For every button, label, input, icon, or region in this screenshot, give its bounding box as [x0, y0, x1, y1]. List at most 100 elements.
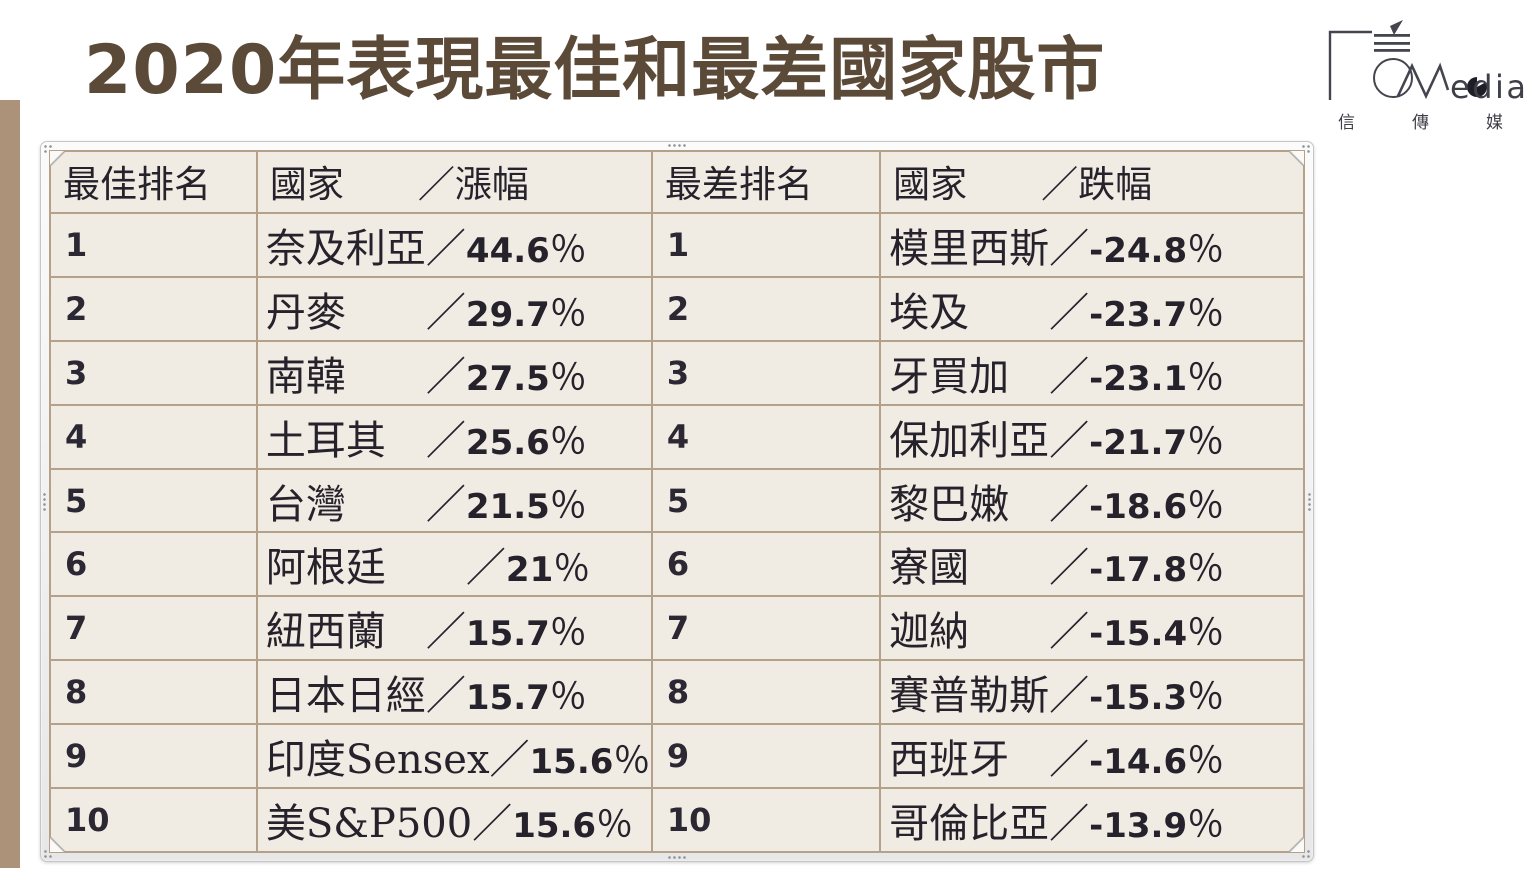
table-selection-frame[interactable]: 最佳排名 國家 ／漲幅 最差排名 國家 ／跌幅 1 奈及利亞／44.6 ％ 1 模…	[40, 141, 1314, 862]
worst-country-cell: 哥倫比亞／-13.9％	[879, 787, 1305, 853]
percent-sign: ％	[1187, 483, 1225, 527]
best-country-label: 日本日經／	[265, 673, 466, 720]
best-value: 15.7	[465, 614, 550, 655]
header-best-rank: 最佳排名	[49, 150, 258, 214]
best-country-cell: 日本日經／15.7％	[255, 659, 653, 726]
percent-sign: ％	[1187, 227, 1225, 271]
table-resize-handle-bottom-left[interactable]	[43, 849, 53, 859]
worst-rank-cell: 3	[650, 339, 882, 406]
worst-rank-cell: 4	[650, 403, 882, 470]
worst-country-label: 迦納 ／	[889, 609, 1090, 656]
worst-value: -18.6	[1089, 486, 1188, 527]
best-rank-cell: 3	[49, 339, 258, 406]
best-country-cell: 南韓 ／27.5％	[255, 339, 653, 406]
best-value: 44.6	[465, 230, 550, 271]
table-row: 10 美S&P500／15.6％ 10 哥倫比亞／-13.9％	[49, 787, 1305, 853]
best-rank-cell: 9	[49, 723, 258, 790]
ranking-table[interactable]: 最佳排名 國家 ／漲幅 最差排名 國家 ／跌幅 1 奈及利亞／44.6 ％ 1 模…	[49, 150, 1305, 853]
worst-country-cell: 西班牙 ／-14.6％	[879, 723, 1305, 790]
table-row: 3 南韓 ／27.5％ 3 牙買加 ／-23.1％	[49, 339, 1305, 406]
worst-country-cell: 保加利亞／-21.7％	[879, 403, 1305, 470]
best-country-cell: 台灣 ／21.5％	[255, 467, 653, 534]
best-country-label: 南韓 ／	[265, 353, 466, 400]
worst-country-label: 寮國 ／	[889, 545, 1090, 592]
worst-country-cell: 賽普勒斯／-15.3％	[879, 659, 1305, 726]
worst-value: -17.8	[1089, 550, 1188, 591]
table-row: 6 阿根廷 ／21％ 6 寮國 ／-17.8％	[49, 531, 1305, 598]
worst-rank-cell: 9	[650, 723, 882, 790]
logo-subtitle-char: 信	[1338, 113, 1355, 133]
header-row: 最佳排名 國家 ／漲幅 最差排名 國家 ／跌幅	[49, 150, 1305, 214]
percent-sign: ％	[549, 675, 587, 719]
best-country-label: 美S&P500／	[265, 801, 513, 847]
table-resize-handle-bottom[interactable]	[667, 855, 687, 860]
logo-bracket-line	[1328, 30, 1372, 100]
logo-c-circle	[1373, 58, 1413, 98]
header-best-country: 國家 ／漲幅	[255, 150, 653, 214]
worst-rank-cell: 1	[650, 212, 882, 278]
page-title: 2020年表現最佳和最差國家股市	[84, 31, 1106, 110]
worst-value: -23.7	[1089, 294, 1188, 335]
logo-bar	[1374, 49, 1410, 52]
best-value: 15.6	[529, 742, 614, 783]
worst-country-label: 哥倫比亞／	[889, 801, 1090, 847]
best-value: 27.5	[465, 358, 550, 399]
percent-sign: ％	[549, 611, 587, 655]
logo-dot-notch	[1477, 75, 1488, 87]
best-rank-cell: 1	[49, 212, 258, 278]
best-rank-cell: 7	[49, 595, 258, 662]
worst-rank-cell: 6	[650, 531, 882, 598]
logo-brand-text: edia	[1450, 68, 1528, 106]
best-value: 25.6	[465, 422, 550, 463]
best-country-label: 阿根廷 ／	[265, 545, 506, 592]
best-rank-cell: 10	[49, 787, 258, 853]
header-worst-country: 國家 ／跌幅	[879, 150, 1305, 214]
percent-sign: ％	[1187, 355, 1225, 399]
table-row: 7 紐西蘭 ／15.7％ 7 迦納 ／-15.4％	[49, 595, 1305, 662]
percent-sign: ％	[613, 739, 651, 783]
worst-rank-cell: 5	[650, 467, 882, 534]
best-country-cell: 紐西蘭 ／15.7％	[255, 595, 653, 662]
table-row: 8 日本日經／15.7％ 8 賽普勒斯／-15.3％	[49, 659, 1305, 726]
worst-country-cell: 黎巴嫩 ／-18.6％	[879, 467, 1305, 534]
best-rank-cell: 6	[49, 531, 258, 598]
best-country-cell: 丹麥 ／29.7％	[255, 275, 653, 342]
best-value: 15.7	[465, 678, 550, 719]
table-resize-handle-bottom-right[interactable]	[1301, 849, 1311, 859]
worst-country-label: 模里西斯／	[889, 225, 1090, 272]
worst-country-label: 黎巴嫩 ／	[889, 481, 1090, 528]
best-value: 21	[505, 550, 554, 591]
percent-sign: ％	[1187, 739, 1225, 783]
worst-country-label: 埃及 ／	[889, 289, 1090, 336]
cmedia-logo: edia 信 傳 媒	[1328, 20, 1528, 133]
worst-value: -21.7	[1089, 422, 1188, 463]
best-rank-cell: 2	[49, 275, 258, 342]
percent-sign: ％	[553, 547, 591, 591]
percent-sign: ％	[549, 419, 587, 463]
percent-sign: ％	[1187, 547, 1225, 591]
percent-sign: ％	[596, 803, 634, 846]
logo-bar	[1374, 34, 1410, 37]
table-resize-handle-top-right[interactable]	[1301, 144, 1311, 154]
best-rank-cell: 8	[49, 659, 258, 726]
table-row: 1 奈及利亞／44.6％ 1 模里西斯／-24.8％	[49, 212, 1305, 278]
percent-sign: ％	[1187, 291, 1225, 335]
table-resize-handle-right[interactable]	[1307, 491, 1312, 512]
best-country-cell: 美S&P500／15.6％	[255, 787, 653, 853]
worst-country-label: 保加利亞／	[889, 417, 1090, 464]
best-rank-cell: 5	[49, 467, 258, 534]
worst-rank-cell: 2	[650, 275, 882, 342]
table-resize-handle-top-left[interactable]	[43, 144, 53, 154]
table-resize-handle-left[interactable]	[42, 491, 47, 512]
best-country-cell: 土耳其 ／25.6％	[255, 403, 653, 470]
best-country-label: 奈及利亞／	[265, 225, 466, 272]
percent-sign: ％	[1187, 675, 1225, 719]
best-country-cell: 阿根廷 ／21％	[255, 531, 653, 598]
logo-flag-mark	[1390, 20, 1403, 35]
worst-value: -15.4	[1089, 614, 1188, 655]
table-row: 2 丹麥 ／29.7％ 2 埃及 ／-23.7％	[49, 275, 1305, 342]
worst-value: -23.1	[1089, 358, 1188, 399]
logo-m-path	[1396, 62, 1450, 100]
worst-value: -15.3	[1089, 678, 1188, 719]
table-resize-handle-top[interactable]	[667, 143, 687, 148]
